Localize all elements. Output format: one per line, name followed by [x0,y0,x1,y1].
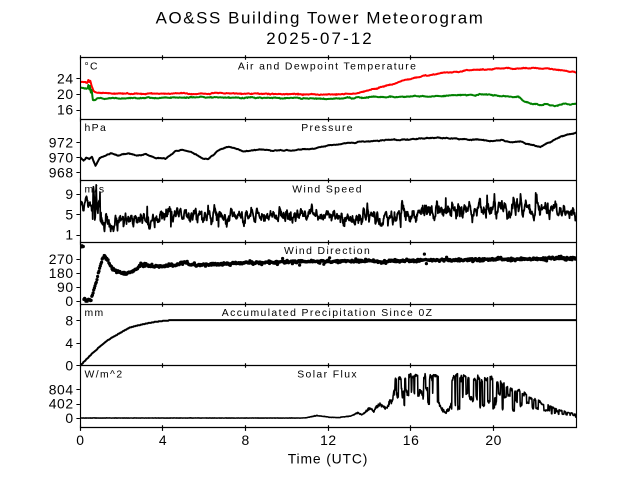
svg-text:Time (UTC): Time (UTC) [288,451,369,467]
svg-text:hPa: hPa [85,123,108,134]
svg-text:0: 0 [65,293,73,309]
svg-text:5: 5 [65,206,73,222]
svg-text:Pressure: Pressure [301,123,354,134]
svg-text:16: 16 [57,102,74,118]
svg-text:12: 12 [320,432,337,448]
svg-text:0: 0 [76,432,84,448]
svg-text:4: 4 [159,432,167,448]
svg-text:972: 972 [49,135,74,151]
svg-text:mm: mm [85,308,105,319]
svg-text:Air and Dewpoint Temperature: Air and Dewpoint Temperature [238,61,417,72]
svg-text:20: 20 [57,86,74,102]
svg-text:1: 1 [65,227,73,243]
svg-text:804: 804 [49,382,74,398]
svg-text:90: 90 [57,279,74,295]
svg-text:4: 4 [65,335,73,351]
svg-text:9: 9 [65,186,73,202]
svg-text:0: 0 [65,410,73,426]
svg-text:24: 24 [57,70,74,86]
svg-text:Accumulated Precipitation Sinc: Accumulated Precipitation Since 0Z [222,308,434,319]
svg-text:968: 968 [49,165,74,181]
svg-text:270: 270 [49,251,74,267]
svg-text:Wind Direction: Wind Direction [284,246,371,257]
svg-text:970: 970 [49,150,74,166]
svg-text:180: 180 [49,265,74,281]
svg-text:8: 8 [242,432,250,448]
svg-text:16: 16 [403,432,420,448]
svg-text:m/s: m/s [85,185,106,196]
svg-text:2025-07-12: 2025-07-12 [266,29,373,48]
svg-text:°C: °C [85,61,99,72]
svg-text:402: 402 [49,396,74,412]
svg-text:Solar Flux: Solar Flux [297,369,358,380]
svg-text:W/m^2: W/m^2 [85,369,124,380]
svg-text:0: 0 [65,357,73,373]
svg-text:AO&SS Building Tower Meteorogr: AO&SS Building Tower Meteorogram [156,9,485,28]
svg-text:20: 20 [485,432,502,448]
svg-text:8: 8 [65,313,73,329]
svg-text:Wind Speed: Wind Speed [292,185,363,196]
